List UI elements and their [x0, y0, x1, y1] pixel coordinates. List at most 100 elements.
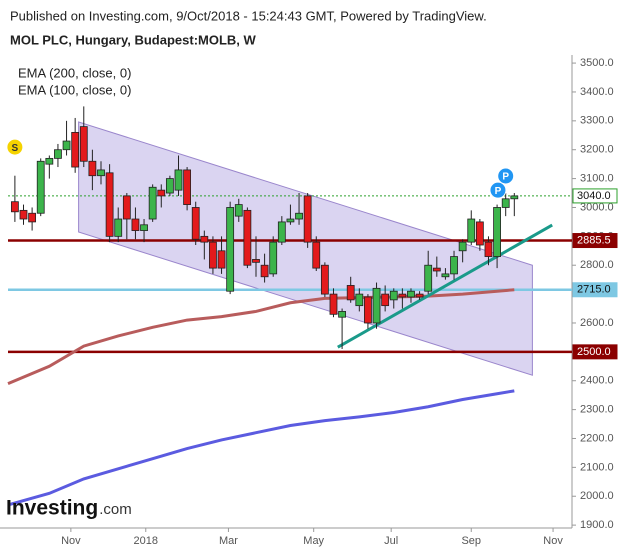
y-tick-label: 1900.0 [580, 519, 614, 531]
candle-body [389, 290, 398, 301]
logo-name: Investing [6, 497, 98, 520]
x-tick-label: Nov [543, 535, 563, 547]
candle-body [364, 296, 372, 324]
x-tick-label: May [303, 535, 324, 547]
candle-body [217, 250, 226, 269]
candle-body [209, 241, 217, 269]
candle-body [415, 293, 424, 298]
candle-body [71, 131, 80, 168]
candle-body [79, 126, 88, 162]
y-tick-label: 3500.0 [580, 57, 614, 69]
candle-body [140, 224, 148, 231]
event-marker [6, 138, 24, 156]
y-tick-label: 2600.0 [580, 317, 614, 329]
candle-body [226, 207, 235, 292]
y-tick-label: 2300.0 [580, 404, 614, 416]
candle-body [114, 218, 123, 237]
candle-body [458, 241, 467, 252]
level-label: 2885.5 [577, 234, 611, 246]
y-tick-label: 3000.0 [580, 201, 614, 213]
event-marker [489, 181, 507, 199]
candle-body [54, 149, 62, 159]
level-label: 3040.0 [577, 190, 611, 202]
candle-body [398, 293, 407, 298]
candle-body [381, 293, 390, 307]
level-label-box [572, 188, 618, 204]
trend-line [337, 223, 553, 349]
level-label-box [572, 282, 618, 298]
x-tick-label: Nov [61, 535, 81, 547]
candle-body [200, 235, 209, 243]
candle-body [10, 201, 19, 213]
ema-line [7, 389, 515, 507]
legend-entry: EMA (200, close, 0) [18, 65, 131, 80]
candle-body [234, 204, 243, 217]
candle-body [277, 221, 286, 243]
published-note: Published on Investing.com, 9/Oct/2018 -… [10, 8, 487, 23]
candle-body [88, 160, 97, 177]
level-label: 2500.0 [577, 346, 611, 358]
candle-body [45, 157, 54, 165]
candle-body [165, 178, 174, 194]
candle-body [320, 264, 329, 295]
candle-body [467, 218, 476, 243]
level-label-box [572, 344, 618, 360]
candle-body [407, 290, 415, 298]
candle-body [346, 285, 355, 301]
candle-body [510, 195, 519, 200]
event-marker [497, 167, 515, 185]
x-tick-label: Jul [384, 535, 398, 547]
level-label-box [572, 233, 618, 249]
x-tick-label: 2018 [134, 535, 158, 547]
ema-line [7, 288, 515, 386]
candle-body [260, 264, 269, 278]
event-marker-label: P [495, 186, 502, 197]
candle-body [338, 311, 346, 318]
candle-body [19, 209, 28, 220]
candle-body [157, 189, 166, 197]
candle-body [148, 186, 157, 220]
y-tick-label: 2200.0 [580, 432, 614, 444]
candle-body [131, 218, 140, 231]
y-tick-label: 2800.0 [580, 259, 614, 271]
logo-suffix: .com [99, 501, 132, 518]
y-tick-label: 3200.0 [580, 144, 614, 156]
candle-body [122, 195, 131, 220]
price-channel [78, 121, 533, 376]
candle-body [183, 169, 192, 205]
candle-body [484, 241, 493, 257]
candle-body [286, 218, 295, 223]
x-tick-label: Mar [219, 535, 238, 547]
candle-body [36, 160, 45, 214]
y-tick-label: 2400.0 [580, 375, 614, 387]
y-tick-label: 2000.0 [580, 490, 614, 502]
candle-body [329, 293, 338, 315]
candle-body [432, 267, 441, 272]
candle-body [252, 259, 260, 263]
candle-body [475, 221, 484, 246]
candle-body [243, 209, 252, 266]
y-tick-label: 3300.0 [580, 115, 614, 127]
candle-body [303, 195, 312, 243]
x-tick-label: Sep [461, 535, 481, 547]
y-tick-label: 3100.0 [580, 172, 614, 184]
event-marker-label: S [12, 143, 19, 154]
candle-body [450, 256, 458, 275]
y-tick-label: 3400.0 [580, 86, 614, 98]
candle-body [174, 169, 183, 191]
candle-body [97, 169, 105, 177]
chart-title: MOL PLC, Hungary, Budapest:MOLB, W [10, 32, 257, 47]
y-tick-label: 2100.0 [580, 461, 614, 473]
candle-body [493, 207, 501, 257]
legend-entry: EMA (100, close, 0) [18, 82, 131, 97]
candle-body [191, 207, 200, 240]
candle-body [355, 293, 364, 307]
candle-body [62, 140, 71, 151]
candle-body [372, 287, 381, 324]
candle-body [269, 241, 278, 275]
level-label: 2715.0 [577, 284, 611, 296]
candle-body [501, 198, 510, 208]
